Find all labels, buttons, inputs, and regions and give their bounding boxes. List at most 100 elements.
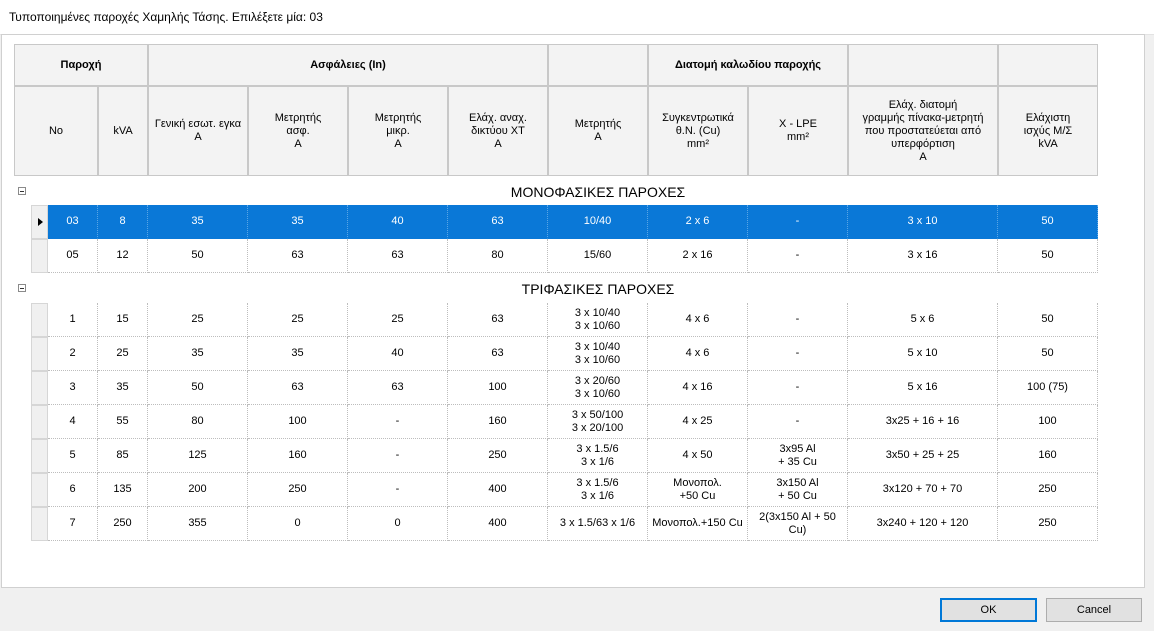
table-cell[interactable]: 3 x 1.5/6 3 x 1/6 xyxy=(548,439,648,473)
table-cell[interactable]: 400 xyxy=(448,473,548,507)
table-cell[interactable]: 4 xyxy=(48,405,98,439)
table-cell[interactable]: 25 xyxy=(248,303,348,337)
table-cell[interactable]: 3x120 + 70 + 70 xyxy=(848,473,998,507)
table-cell[interactable]: 4 x 50 xyxy=(648,439,748,473)
table-cell[interactable]: 2 xyxy=(48,337,98,371)
table-cell[interactable]: 160 xyxy=(998,439,1098,473)
table-cell[interactable]: Μονοπολ.+150 Cu xyxy=(648,507,748,541)
row-selector[interactable] xyxy=(31,371,48,405)
row-selector[interactable] xyxy=(31,205,48,239)
table-cell[interactable]: 100 xyxy=(248,405,348,439)
cancel-button[interactable]: Cancel xyxy=(1046,598,1142,622)
table-cell[interactable]: 25 xyxy=(98,337,148,371)
table-cell[interactable]: 160 xyxy=(448,405,548,439)
table-cell[interactable]: 100 xyxy=(998,405,1098,439)
table-cell[interactable]: 100 (75) xyxy=(998,371,1098,405)
table-cell[interactable]: 2 x 16 xyxy=(648,239,748,273)
column-header-elax-diatomi[interactable]: Ελάχ. διατομή γραμμής πίνακα-μετρητή που… xyxy=(848,86,998,176)
table-cell[interactable]: - xyxy=(748,239,848,273)
table-cell[interactable]: 50 xyxy=(148,371,248,405)
table-cell[interactable]: 15 xyxy=(98,303,148,337)
table-cell[interactable]: 4 x 16 xyxy=(648,371,748,405)
table-cell[interactable]: 12 xyxy=(98,239,148,273)
table-cell[interactable]: 5 x 10 xyxy=(848,337,998,371)
table-cell[interactable]: 50 xyxy=(998,205,1098,239)
table-cell[interactable]: 3 x 1.5/6 3 x 1/6 xyxy=(548,473,648,507)
table-cell[interactable]: 3 x 10/40 3 x 10/60 xyxy=(548,303,648,337)
table-cell[interactable]: 10/40 xyxy=(548,205,648,239)
table-cell[interactable]: 50 xyxy=(998,303,1098,337)
column-header-elax-anax[interactable]: Ελάχ. αναχ. δικτύου ΧΤ A xyxy=(448,86,548,176)
row-selector[interactable] xyxy=(31,439,48,473)
table-cell[interactable]: 35 xyxy=(148,337,248,371)
table-cell[interactable]: 4 x 25 xyxy=(648,405,748,439)
table-cell[interactable]: 63 xyxy=(348,371,448,405)
table-cell[interactable]: 4 x 6 xyxy=(648,337,748,371)
table-cell[interactable]: 3 x 20/60 3 x 10/60 xyxy=(548,371,648,405)
row-selector[interactable] xyxy=(31,303,48,337)
table-cell[interactable]: 63 xyxy=(448,303,548,337)
table-cell[interactable]: 6 xyxy=(48,473,98,507)
table-cell[interactable]: 3x240 + 120 + 120 xyxy=(848,507,998,541)
table-cell[interactable]: 3 x 1.5/63 x 1/6 xyxy=(548,507,648,541)
column-header-sygkentrotika[interactable]: Συγκεντρωτικά θ.Ν. (Cu) mm² xyxy=(648,86,748,176)
table-cell[interactable]: 3 x 16 xyxy=(848,239,998,273)
table-cell[interactable]: - xyxy=(348,473,448,507)
table-cell[interactable]: - xyxy=(348,405,448,439)
table-cell[interactable]: 03 xyxy=(48,205,98,239)
table-cell[interactable]: 50 xyxy=(998,337,1098,371)
column-header-xlpe[interactable]: X - LPE mm² xyxy=(748,86,848,176)
collapse-toggle-monofasikes[interactable] xyxy=(18,187,26,195)
table-cell[interactable]: 63 xyxy=(448,337,548,371)
table-cell[interactable]: 25 xyxy=(148,303,248,337)
table-cell[interactable]: 250 xyxy=(998,473,1098,507)
table-cell[interactable]: 35 xyxy=(148,205,248,239)
table-cell[interactable]: - xyxy=(748,303,848,337)
table-cell[interactable]: 3x150 Al + 50 Cu xyxy=(748,473,848,507)
table-cell[interactable]: - xyxy=(748,337,848,371)
column-header-kva[interactable]: kVA xyxy=(98,86,148,176)
table-cell[interactable]: 80 xyxy=(148,405,248,439)
table-cell[interactable]: - xyxy=(748,205,848,239)
table-cell[interactable]: 3x50 + 25 + 25 xyxy=(848,439,998,473)
table-cell[interactable]: 35 xyxy=(248,337,348,371)
table-cell[interactable]: 50 xyxy=(998,239,1098,273)
table-cell[interactable]: 135 xyxy=(98,473,148,507)
table-cell[interactable]: 55 xyxy=(98,405,148,439)
table-cell[interactable]: 8 xyxy=(98,205,148,239)
table-cell[interactable]: 63 xyxy=(248,239,348,273)
table-cell[interactable]: 85 xyxy=(98,439,148,473)
table-cell[interactable]: 3 x 50/100 3 x 20/100 xyxy=(548,405,648,439)
table-cell[interactable]: 200 xyxy=(148,473,248,507)
column-header-metritis-mikr[interactable]: Μετρητής μικρ. A xyxy=(348,86,448,176)
table-cell[interactable]: 40 xyxy=(348,205,448,239)
table-cell[interactable]: 250 xyxy=(998,507,1098,541)
table-cell[interactable]: 355 xyxy=(148,507,248,541)
table-cell[interactable]: 50 xyxy=(148,239,248,273)
row-selector[interactable] xyxy=(31,473,48,507)
column-header-metritis-asf[interactable]: Μετρητής ασφ. A xyxy=(248,86,348,176)
table-cell[interactable]: 3x25 + 16 + 16 xyxy=(848,405,998,439)
table-cell[interactable]: 250 xyxy=(98,507,148,541)
table-cell[interactable]: 1 xyxy=(48,303,98,337)
table-cell[interactable]: 40 xyxy=(348,337,448,371)
table-cell[interactable]: - xyxy=(348,439,448,473)
table-cell[interactable]: 80 xyxy=(448,239,548,273)
table-cell[interactable]: 4 x 6 xyxy=(648,303,748,337)
collapse-toggle-trifasikes[interactable] xyxy=(18,284,26,292)
table-cell[interactable]: 100 xyxy=(448,371,548,405)
table-cell[interactable]: 2 x 6 xyxy=(648,205,748,239)
column-header-no[interactable]: No xyxy=(14,86,98,176)
ok-button[interactable]: OK xyxy=(940,598,1037,622)
table-cell[interactable]: 3 x 10/40 3 x 10/60 xyxy=(548,337,648,371)
table-cell[interactable]: 25 xyxy=(348,303,448,337)
table-cell[interactable]: 3x95 Al + 35 Cu xyxy=(748,439,848,473)
table-cell[interactable]: 160 xyxy=(248,439,348,473)
table-cell[interactable]: 3 x 10 xyxy=(848,205,998,239)
row-selector[interactable] xyxy=(31,507,48,541)
row-selector[interactable] xyxy=(31,337,48,371)
table-cell[interactable]: 63 xyxy=(448,205,548,239)
table-cell[interactable]: 35 xyxy=(248,205,348,239)
column-header-metritis[interactable]: Μετρητής A xyxy=(548,86,648,176)
table-cell[interactable]: Μονοπολ. +50 Cu xyxy=(648,473,748,507)
